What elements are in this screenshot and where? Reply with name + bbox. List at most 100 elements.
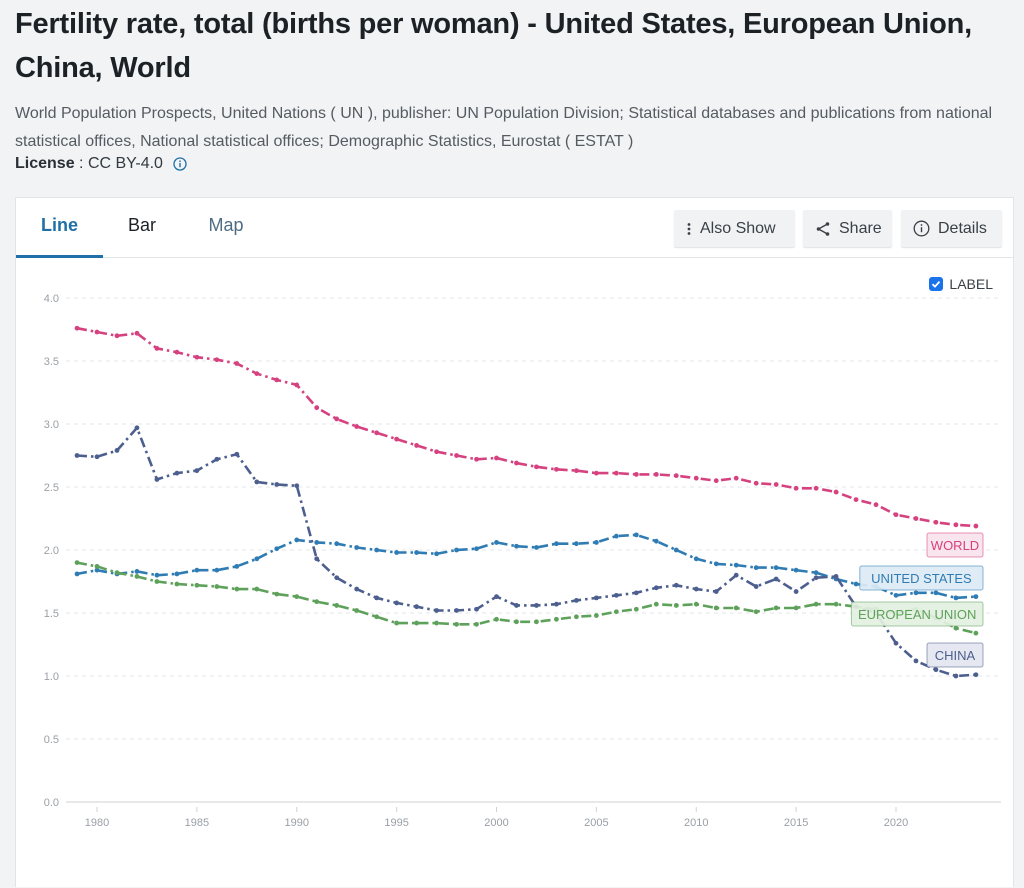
- data-point-china[interactable]: [773, 576, 779, 582]
- data-point-world[interactable]: [793, 485, 799, 491]
- data-point-united-states[interactable]: [554, 541, 559, 547]
- data-point-united-states[interactable]: [214, 567, 220, 573]
- data-point-european-union[interactable]: [733, 605, 739, 611]
- data-point-world[interactable]: [194, 354, 200, 360]
- data-point-united-states[interactable]: [314, 540, 320, 545]
- data-point-european-union[interactable]: [454, 621, 459, 627]
- data-point-world[interactable]: [653, 472, 659, 477]
- data-point-china[interactable]: [653, 585, 659, 591]
- data-point-china[interactable]: [294, 483, 300, 489]
- data-point-united-states[interactable]: [713, 561, 719, 567]
- data-point-china[interactable]: [254, 479, 260, 485]
- data-point-world[interactable]: [434, 449, 439, 455]
- data-point-world[interactable]: [114, 333, 120, 339]
- data-point-united-states[interactable]: [94, 567, 100, 573]
- data-point-european-union[interactable]: [94, 563, 100, 569]
- tab-map[interactable]: Map: [208, 215, 244, 235]
- data-point-china[interactable]: [554, 601, 559, 607]
- data-point-united-states[interactable]: [653, 538, 659, 544]
- data-point-united-states[interactable]: [194, 567, 200, 573]
- data-point-united-states[interactable]: [374, 547, 380, 553]
- data-point-world[interactable]: [174, 349, 180, 355]
- data-point-united-states[interactable]: [494, 540, 499, 545]
- data-point-united-states[interactable]: [454, 547, 459, 553]
- data-point-china[interactable]: [194, 468, 200, 474]
- data-point-united-states[interactable]: [474, 546, 479, 552]
- data-point-united-states[interactable]: [294, 537, 300, 543]
- data-point-european-union[interactable]: [514, 619, 519, 625]
- data-point-united-states[interactable]: [234, 563, 240, 569]
- data-point-european-union[interactable]: [354, 608, 360, 613]
- data-point-world[interactable]: [574, 468, 579, 474]
- data-point-china[interactable]: [394, 600, 400, 606]
- data-point-united-states[interactable]: [274, 546, 280, 552]
- data-point-european-union[interactable]: [134, 574, 140, 579]
- data-point-china[interactable]: [474, 606, 479, 612]
- data-point-world[interactable]: [134, 330, 140, 336]
- data-point-european-union[interactable]: [953, 625, 959, 631]
- data-point-world[interactable]: [214, 357, 220, 363]
- data-point-united-states[interactable]: [933, 590, 939, 596]
- tab-bar[interactable]: Bar: [127, 215, 156, 235]
- data-point-european-union[interactable]: [474, 621, 479, 627]
- data-point-european-union[interactable]: [314, 599, 320, 605]
- data-point-china[interactable]: [953, 673, 959, 679]
- data-point-european-union[interactable]: [574, 614, 579, 620]
- data-point-world[interactable]: [833, 489, 839, 495]
- data-point-european-union[interactable]: [334, 603, 340, 608]
- share-button[interactable]: Share: [803, 210, 892, 247]
- data-point-china[interactable]: [454, 608, 459, 613]
- data-point-china[interactable]: [374, 595, 380, 601]
- data-point-china[interactable]: [334, 575, 340, 581]
- data-point-european-union[interactable]: [554, 616, 559, 622]
- data-point-european-union[interactable]: [593, 613, 599, 618]
- data-point-china[interactable]: [94, 454, 100, 460]
- data-point-united-states[interactable]: [134, 569, 140, 574]
- data-point-china[interactable]: [753, 584, 759, 589]
- data-point-world[interactable]: [294, 382, 300, 388]
- data-point-china[interactable]: [74, 453, 80, 458]
- data-point-world[interactable]: [973, 523, 979, 529]
- series-line-united-states[interactable]: [76, 533, 976, 600]
- data-point-united-states[interactable]: [613, 533, 619, 539]
- data-point-european-union[interactable]: [693, 601, 699, 607]
- data-point-united-states[interactable]: [574, 541, 579, 547]
- data-point-united-states[interactable]: [334, 541, 340, 547]
- data-point-china[interactable]: [314, 556, 320, 562]
- data-point-european-union[interactable]: [194, 582, 200, 588]
- data-point-united-states[interactable]: [394, 550, 400, 555]
- data-point-world[interactable]: [613, 470, 619, 476]
- data-point-united-states[interactable]: [693, 556, 699, 562]
- data-point-china[interactable]: [534, 603, 539, 608]
- data-point-world[interactable]: [733, 475, 739, 481]
- data-point-world[interactable]: [494, 455, 499, 461]
- data-point-united-states[interactable]: [174, 571, 180, 577]
- data-point-china[interactable]: [154, 477, 160, 482]
- data-point-united-states[interactable]: [434, 551, 439, 557]
- data-point-world[interactable]: [334, 416, 340, 422]
- data-point-european-union[interactable]: [773, 605, 779, 611]
- data-point-united-states[interactable]: [633, 532, 639, 538]
- data-point-european-union[interactable]: [833, 601, 839, 607]
- data-point-world[interactable]: [893, 512, 899, 518]
- data-point-united-states[interactable]: [733, 562, 739, 568]
- data-point-world[interactable]: [94, 329, 100, 335]
- data-point-world[interactable]: [514, 460, 519, 466]
- data-point-china[interactable]: [593, 595, 599, 601]
- data-point-european-union[interactable]: [374, 614, 380, 620]
- data-point-china[interactable]: [234, 451, 240, 457]
- data-point-united-states[interactable]: [673, 547, 679, 553]
- data-point-china[interactable]: [494, 594, 499, 600]
- data-point-european-union[interactable]: [534, 619, 539, 625]
- data-point-european-union[interactable]: [434, 620, 439, 626]
- data-point-united-states[interactable]: [913, 590, 919, 596]
- data-point-china[interactable]: [693, 586, 699, 592]
- data-point-china[interactable]: [574, 598, 579, 603]
- data-point-united-states[interactable]: [254, 556, 260, 562]
- data-point-china[interactable]: [813, 575, 819, 581]
- data-point-european-union[interactable]: [713, 605, 719, 611]
- data-point-china[interactable]: [174, 470, 180, 476]
- data-point-united-states[interactable]: [534, 545, 539, 550]
- data-point-united-states[interactable]: [953, 595, 959, 601]
- data-point-world[interactable]: [853, 497, 859, 502]
